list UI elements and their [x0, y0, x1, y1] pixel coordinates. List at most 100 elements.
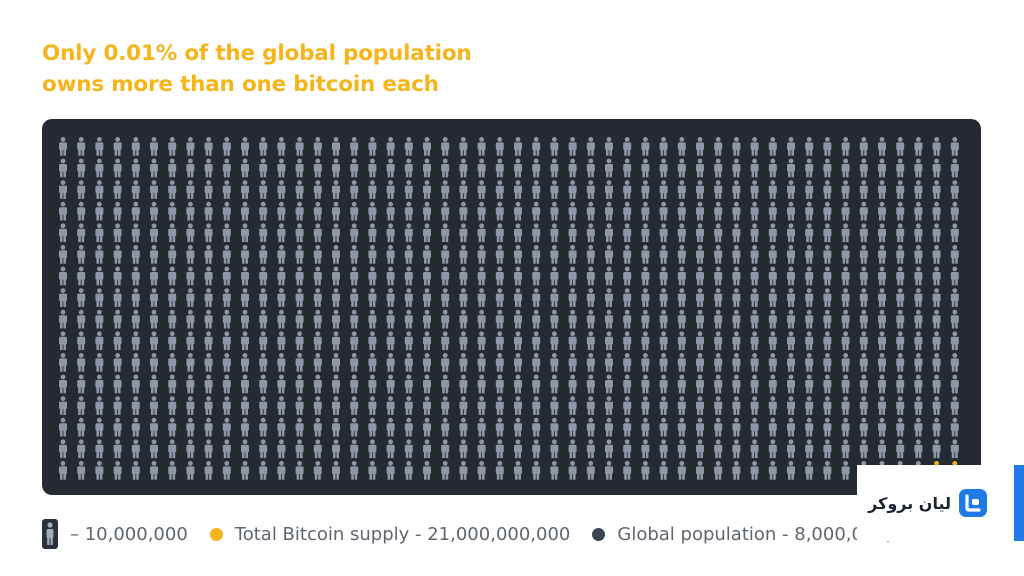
person-icon-531 [623, 353, 632, 372]
person-icon-425 [514, 309, 522, 329]
person-icon-287 [732, 245, 741, 264]
person-icon-603 [113, 396, 122, 415]
person-icon-746 [896, 439, 905, 459]
person-icon-735 [696, 439, 704, 459]
person-icon-528 [568, 353, 577, 372]
person-icon-48 [932, 137, 941, 156]
person-icon-692 [823, 417, 832, 437]
person-icon-412 [277, 309, 286, 329]
person-icon-504 [131, 353, 140, 372]
person-icon-464 [313, 331, 322, 351]
person-icon-152 [95, 201, 104, 221]
person-icon-614 [313, 396, 322, 415]
person-icon-405 [150, 309, 158, 329]
person-icon-345 [878, 266, 886, 286]
person-icon-450 [59, 331, 67, 351]
person-icon-307 [186, 266, 195, 286]
person-icon-119 [404, 180, 413, 199]
person-icon-108 [204, 180, 213, 199]
person-icon-129 [586, 180, 595, 199]
person-icon-529 [586, 353, 595, 372]
person-icon-403 [113, 309, 122, 329]
person-icon-103 [113, 180, 122, 199]
person-icon-88 [750, 158, 759, 178]
person-icon-444 [859, 309, 868, 329]
person-icon-610 [241, 396, 249, 415]
person-icon-752 [95, 461, 104, 480]
person-icon-392 [823, 288, 832, 307]
person-icon-559 [222, 374, 231, 394]
person-icon-697 [914, 417, 923, 437]
person-icon-507 [186, 353, 195, 372]
person-icon-39 [768, 137, 777, 156]
person-icon-427 [550, 309, 559, 329]
person-icon-772 [459, 461, 468, 480]
person-icon-43 [841, 137, 850, 156]
person-icon-214 [313, 223, 322, 243]
person-icon-701 [77, 439, 86, 459]
person-icon-467 [368, 331, 377, 351]
person-icon-515 [332, 353, 340, 372]
person-icon-485 [696, 331, 704, 351]
person-icon-492 [823, 331, 832, 351]
person-icon-707 [186, 439, 195, 459]
person-icon-771 [441, 461, 450, 480]
person-icon-466 [350, 331, 359, 351]
person-icon-721 [441, 439, 450, 459]
person-icon-786 [714, 461, 723, 480]
person-icon-139 [768, 180, 777, 199]
person-icon-583 [659, 374, 668, 394]
person-icon-711 [259, 439, 268, 459]
person-icon-219 [404, 223, 413, 243]
person-icon-542 [823, 353, 832, 372]
person-icon-336 [714, 266, 723, 286]
person-icon-535 [696, 353, 704, 372]
person-icon-150 [59, 201, 67, 221]
person-icon-93 [841, 158, 850, 178]
legend-unit-label: – 10,000,000 [70, 523, 188, 545]
brand-logo-icon [959, 489, 987, 517]
person-icon-635 [696, 396, 704, 415]
person-icon-79 [586, 158, 595, 178]
person-icon-564 [313, 374, 322, 394]
person-icon-732 [641, 439, 650, 459]
person-icon-260 [241, 245, 249, 264]
person-icon-320 [423, 266, 431, 286]
person-icon-85 [696, 158, 704, 178]
person-icon-651 [77, 417, 86, 437]
person-icon-470 [423, 331, 431, 351]
person-icon-676 [532, 417, 541, 437]
person-icon-704 [131, 439, 140, 459]
person-icon-196 [896, 201, 905, 221]
person-icon-209 [222, 223, 231, 243]
person-icon-165 [332, 201, 340, 221]
person-icon-423 [477, 309, 486, 329]
person-icon-422 [459, 309, 468, 329]
person-icon-748 [932, 439, 941, 459]
person-icon-670 [423, 417, 431, 437]
person-icon-193 [841, 201, 850, 221]
person-icon-615 [332, 396, 340, 415]
person-icon-23 [477, 137, 486, 156]
person-icon-63 [295, 158, 304, 178]
person-icon-580 [605, 374, 613, 394]
person-icon-170 [423, 201, 431, 221]
brand-badge[interactable]: لیان بروکر [857, 465, 999, 541]
person-icon-511 [259, 353, 268, 372]
person-icon-776 [532, 461, 541, 480]
person-icon-578 [568, 374, 577, 394]
person-icon-536 [714, 353, 723, 372]
person-icon-700 [59, 439, 67, 459]
person-icon-607 [186, 396, 195, 415]
person-icon-286 [714, 245, 723, 264]
person-icon-70 [423, 158, 431, 178]
person-icon-229 [586, 223, 595, 243]
person-icon-233 [659, 223, 668, 243]
person-icon-477 [550, 331, 559, 351]
person-icon-722 [459, 439, 468, 459]
person-icon-378 [568, 288, 577, 307]
person-icon-591 [805, 374, 814, 394]
bitcoin-dot-icon [209, 527, 223, 541]
person-icon-478 [568, 331, 577, 351]
person-icon-218 [386, 223, 395, 243]
